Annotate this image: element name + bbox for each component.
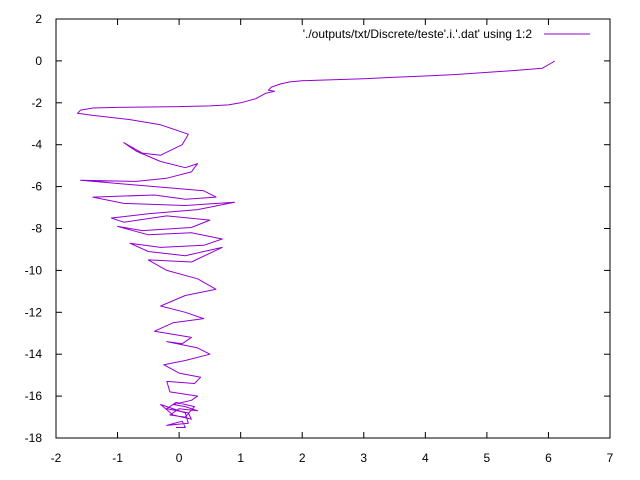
y-tick-label: 2 xyxy=(35,12,42,26)
legend: './outputs/txt/Discrete/teste'.i.'.dat' … xyxy=(303,27,590,41)
y-tick-label: 0 xyxy=(35,54,42,68)
series-line xyxy=(77,60,555,428)
x-tick-label: 4 xyxy=(422,451,429,465)
y-tick-label: -6 xyxy=(31,180,42,194)
y-tick-label: -8 xyxy=(31,222,42,236)
y-tick-label: -16 xyxy=(25,389,43,403)
axis-ticks: -2 -1 0 1 2 3 4 5 6 720-2-4-6-8-10-12-14-16-18 xyxy=(25,12,614,465)
legend-label: './outputs/txt/Discrete/teste'.i.'.dat' … xyxy=(303,27,533,41)
x-tick-label: 0 xyxy=(176,451,183,465)
x-tick-label: 2 xyxy=(299,451,306,465)
x-tick-label: 5 xyxy=(484,451,491,465)
y-tick-label: -10 xyxy=(25,263,43,277)
x-tick-label: 7 xyxy=(607,451,614,465)
y-tick-label: -2 xyxy=(31,96,42,110)
y-tick-label: -12 xyxy=(25,305,43,319)
plot-area-frame xyxy=(55,18,611,439)
y-tick-label: -18 xyxy=(25,431,43,445)
y-tick-label: -4 xyxy=(31,138,42,152)
x-tick-label: -1 xyxy=(112,451,123,465)
x-tick-label: -2 xyxy=(51,451,62,465)
x-tick-label: 1 xyxy=(237,451,244,465)
x-tick-label: 6 xyxy=(545,451,552,465)
x-tick-label: 3 xyxy=(360,451,367,465)
series-layer xyxy=(77,60,555,428)
y-tick-label: -14 xyxy=(25,347,43,361)
